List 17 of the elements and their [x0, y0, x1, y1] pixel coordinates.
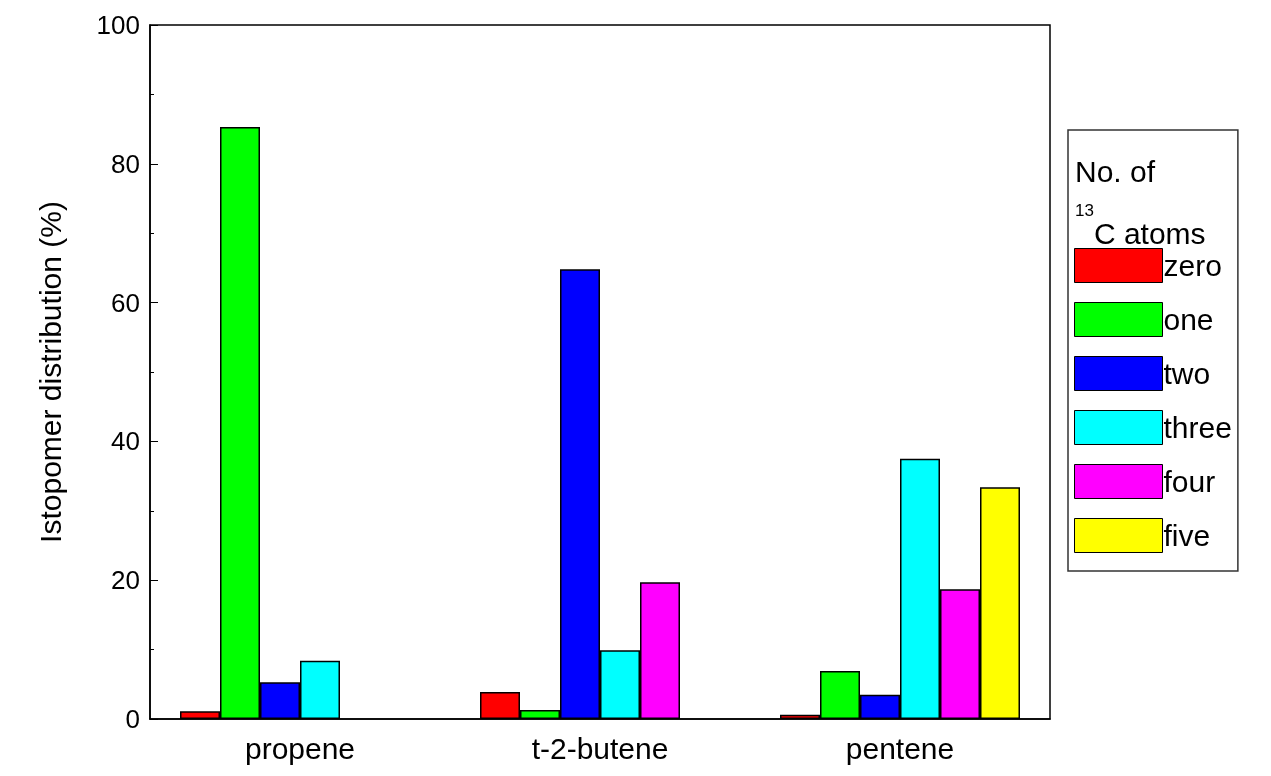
y-axis-title: Istopomer distribution (%) [33, 201, 67, 543]
legend-label: three [1163, 411, 1232, 444]
y-tick-label: 60 [111, 287, 140, 318]
legend-label: zero [1163, 249, 1222, 282]
legend-label: two [1163, 357, 1211, 390]
legend-label: five [1163, 519, 1211, 552]
legend-title: No. of 13C atoms [1075, 154, 1206, 250]
y-tick-label: 40 [111, 426, 140, 457]
y-tick-label: 100 [96, 10, 140, 40]
legend-label: four [1163, 465, 1216, 498]
y-tick-label: 0 [125, 704, 140, 734]
y-tick-label: 20 [111, 565, 140, 596]
legend-label: one [1163, 303, 1214, 336]
x-tick-label: pentene [845, 731, 955, 765]
x-tick-label: t-2-butene [531, 731, 669, 765]
y-tick-label: 80 [111, 148, 140, 179]
x-tick-label: propene [244, 731, 356, 765]
